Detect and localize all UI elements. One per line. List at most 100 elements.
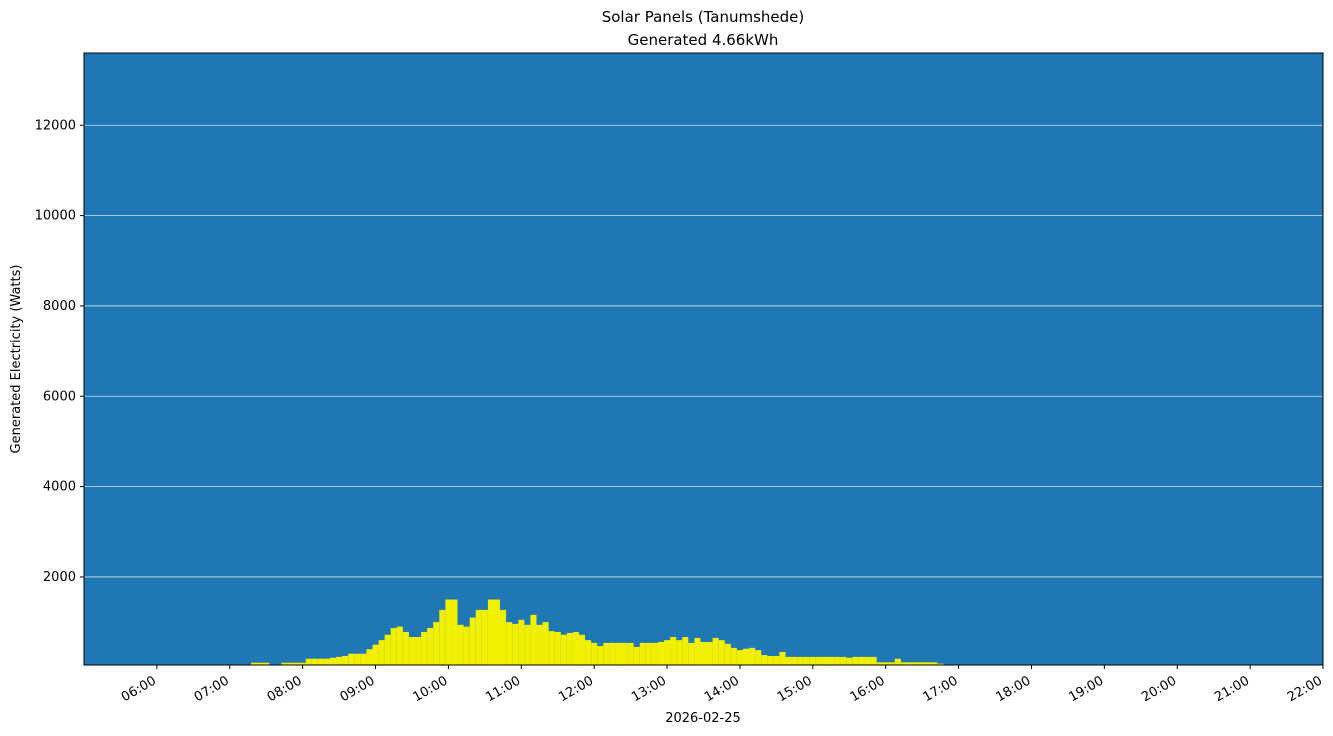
bar <box>627 642 634 665</box>
bar <box>281 662 288 665</box>
bar <box>591 642 598 665</box>
bar <box>251 662 258 665</box>
bar <box>408 636 416 665</box>
bar <box>876 662 883 665</box>
bar <box>317 658 324 665</box>
x-tick-label: 22:00 <box>1285 673 1325 705</box>
bar <box>481 609 488 665</box>
bar <box>852 656 859 665</box>
bar <box>329 657 337 665</box>
bar <box>603 642 610 665</box>
bar <box>336 656 343 665</box>
bar <box>931 662 938 665</box>
x-tick-label: 13:00 <box>629 673 669 705</box>
chart-title: Solar Panels (Tanumshede) <box>602 8 805 26</box>
bar <box>463 626 470 665</box>
plot-frame <box>83 52 1324 666</box>
bar <box>585 640 592 665</box>
y-tick-label: 4000 <box>43 480 76 495</box>
bar <box>360 653 367 665</box>
bar <box>894 658 901 665</box>
bar <box>493 599 501 665</box>
bar <box>712 637 719 665</box>
bar <box>512 623 519 665</box>
bar <box>396 626 403 665</box>
x-tick-label: 06:00 <box>119 673 159 705</box>
bar <box>530 614 537 665</box>
bar <box>487 599 494 665</box>
bar <box>664 640 671 665</box>
bar <box>724 643 731 665</box>
bar <box>542 622 549 665</box>
bar <box>913 662 920 665</box>
bar <box>639 642 646 665</box>
bar <box>554 632 561 665</box>
bar <box>755 650 762 665</box>
bar <box>870 656 877 665</box>
bar <box>469 617 476 665</box>
bar <box>657 641 665 665</box>
x-tick-label: 07:00 <box>192 673 232 705</box>
bar <box>500 609 507 665</box>
x-tick-label: 21:00 <box>1212 673 1252 705</box>
bar <box>384 634 391 665</box>
x-tick-label: 18:00 <box>994 673 1034 705</box>
bar <box>609 642 616 665</box>
bar <box>864 656 871 665</box>
bar <box>506 622 513 665</box>
x-tick-label: 16:00 <box>848 673 888 705</box>
y-tick-label: 2000 <box>43 570 76 585</box>
bar <box>809 656 816 665</box>
bar <box>651 642 658 665</box>
bar <box>427 627 434 665</box>
bar <box>415 636 422 665</box>
bar <box>797 656 804 665</box>
bar <box>457 624 464 665</box>
bar <box>815 656 822 665</box>
bar <box>536 624 543 665</box>
bar <box>688 642 695 665</box>
bar <box>700 641 707 665</box>
bar <box>821 656 829 665</box>
bar <box>621 642 628 665</box>
y-tick-label: 10000 <box>35 209 76 224</box>
y-tick-label: 8000 <box>43 299 76 314</box>
bar <box>421 632 428 665</box>
bar <box>779 651 786 665</box>
bar <box>287 662 294 665</box>
bar <box>633 646 640 665</box>
x-tick-label: 08:00 <box>265 673 305 705</box>
bar <box>445 599 452 665</box>
bar <box>803 656 810 665</box>
bar <box>451 599 458 665</box>
bar <box>828 656 835 665</box>
bar <box>299 662 306 665</box>
bar <box>597 646 604 665</box>
y-tick-label: 12000 <box>35 118 76 133</box>
bar <box>706 641 713 665</box>
bar <box>263 662 270 665</box>
x-tick-label: 10:00 <box>410 673 450 705</box>
bar <box>730 647 737 665</box>
bar <box>615 642 622 665</box>
bar <box>682 636 689 665</box>
x-tick-label: 14:00 <box>702 673 742 705</box>
bar <box>342 655 349 665</box>
bar <box>439 609 446 665</box>
bar <box>736 650 743 665</box>
bar <box>900 662 907 665</box>
bar <box>518 619 525 665</box>
plot-background <box>84 53 1323 665</box>
y-tick-label: 6000 <box>43 389 76 404</box>
bar <box>840 656 847 665</box>
x-tick-label: 15:00 <box>775 673 815 705</box>
bar <box>566 632 573 665</box>
x-tick-label: 19:00 <box>1066 673 1106 705</box>
bar <box>882 662 889 665</box>
bar <box>433 622 440 665</box>
bar <box>366 649 373 665</box>
x-tick-label: 17:00 <box>921 673 961 705</box>
bar <box>694 637 701 665</box>
